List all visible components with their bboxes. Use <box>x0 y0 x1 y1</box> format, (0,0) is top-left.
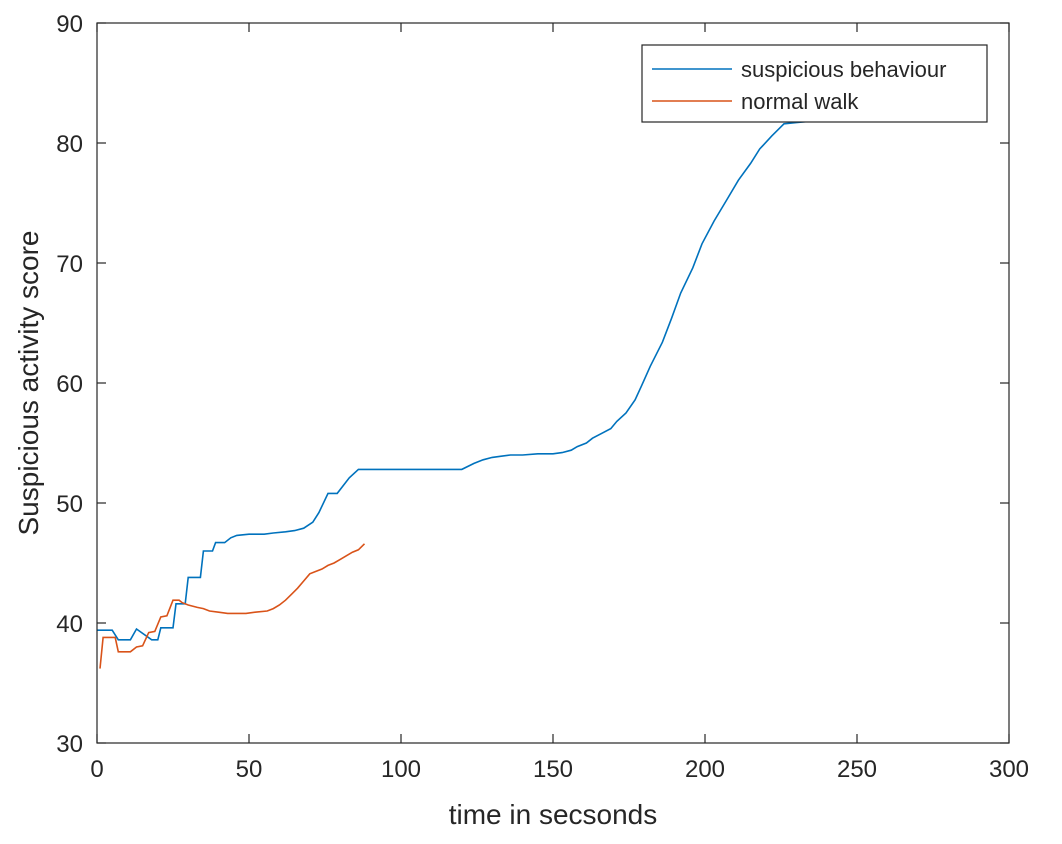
x-tick-label: 50 <box>236 756 263 783</box>
y-tick-label: 40 <box>56 611 83 638</box>
legend: suspicious behaviour normal walk <box>641 44 988 123</box>
x-tick-label: 150 <box>533 756 573 783</box>
y-tick-label: 80 <box>56 131 83 158</box>
legend-box <box>641 44 988 123</box>
x-axis-label: time in secsonds <box>449 799 658 830</box>
x-tick-label: 100 <box>381 756 421 783</box>
plot-area <box>97 23 1009 743</box>
legend-label-normal-walk: normal walk <box>741 89 859 114</box>
x-tick-label: 250 <box>837 756 877 783</box>
x-tick-label: 200 <box>685 756 725 783</box>
legend-label-suspicious-behaviour: suspicious behaviour <box>741 57 946 82</box>
y-tick-label: 50 <box>56 491 83 518</box>
y-tick-label: 60 <box>56 371 83 398</box>
x-tick-label: 300 <box>989 756 1029 783</box>
y-tick-label: 70 <box>56 251 83 278</box>
y-tick-label: 30 <box>56 731 83 758</box>
x-tick-label: 0 <box>90 756 103 783</box>
y-tick-label: 90 <box>56 11 83 38</box>
series-line-suspicious-behaviour <box>97 120 867 641</box>
y-axis-label: Suspicious activity score <box>13 230 44 535</box>
series-line-normal-walk <box>99 543 366 669</box>
